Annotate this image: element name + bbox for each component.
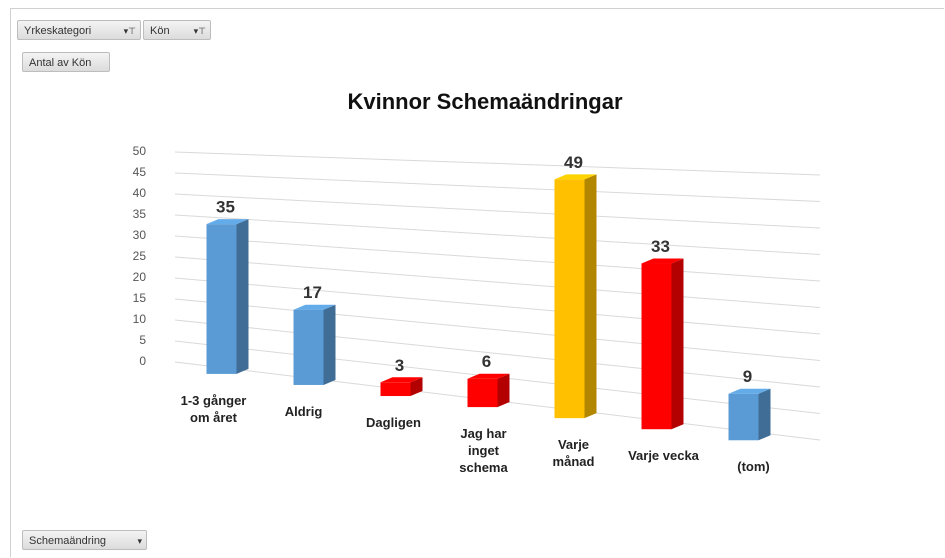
x-tick-label: 1-3 gånger om året bbox=[180, 392, 247, 425]
bar-top bbox=[467, 373, 510, 379]
bar-side bbox=[323, 304, 336, 385]
value-field-button[interactable]: Antal av Kön bbox=[22, 52, 110, 72]
axis-field-button[interactable]: Schemaändring ▾ bbox=[22, 530, 147, 550]
grid-line bbox=[174, 277, 821, 335]
y-tick-label: 15 bbox=[133, 291, 147, 305]
bar-top bbox=[293, 304, 336, 310]
bar-top bbox=[641, 258, 684, 264]
x-tick-label: Dagligen bbox=[366, 415, 421, 431]
bar bbox=[641, 263, 672, 430]
bar-side bbox=[497, 373, 510, 408]
filter-icon: ▾⊤ bbox=[193, 26, 206, 36]
y-tick-label: 20 bbox=[133, 270, 147, 284]
filter-label: Kön bbox=[150, 25, 170, 37]
grid-line bbox=[174, 172, 821, 202]
filter-button[interactable]: Yrkeskategori ▾⊤ bbox=[17, 20, 141, 40]
y-tick-label: 30 bbox=[133, 228, 147, 242]
y-tick-label: 35 bbox=[133, 207, 147, 221]
bar-side bbox=[236, 219, 249, 374]
x-tick-label: Aldrig bbox=[284, 403, 323, 419]
bar-side bbox=[410, 377, 423, 397]
grid-line bbox=[174, 319, 821, 388]
bar bbox=[380, 382, 411, 397]
bar-side bbox=[584, 174, 597, 419]
dropdown-icon: ▾ bbox=[137, 536, 142, 546]
y-tick-label: 0 bbox=[139, 354, 146, 368]
y-tick-label: 25 bbox=[133, 249, 147, 263]
grid-line bbox=[174, 256, 821, 308]
x-tick-label: Varje månad bbox=[552, 437, 595, 470]
bar-top bbox=[380, 377, 423, 383]
x-tick-label: Varje vecka bbox=[628, 448, 699, 464]
grid-line bbox=[174, 214, 821, 255]
filter-icon: ▾⊤ bbox=[123, 26, 136, 36]
data-label: 49 bbox=[564, 153, 583, 172]
y-tick-label: 40 bbox=[133, 186, 147, 200]
grid-line bbox=[174, 193, 821, 229]
data-label: 17 bbox=[303, 283, 322, 302]
data-label: 35 bbox=[216, 198, 235, 217]
bar bbox=[293, 309, 324, 385]
grid-line bbox=[174, 298, 821, 361]
chart-frame bbox=[10, 8, 944, 557]
y-tick-label: 5 bbox=[139, 333, 146, 347]
bar bbox=[206, 224, 237, 374]
bar-top bbox=[728, 388, 771, 394]
bar bbox=[554, 179, 585, 419]
data-label: 3 bbox=[395, 356, 404, 375]
bar bbox=[467, 378, 498, 408]
x-tick-label: Jag har inget schema bbox=[459, 426, 508, 476]
y-tick-label: 50 bbox=[133, 144, 147, 158]
chart-title: Kvinnor Schemaändringar bbox=[347, 89, 623, 114]
data-label: 9 bbox=[743, 367, 752, 386]
bar-side bbox=[671, 258, 684, 430]
filter-label: Yrkeskategori bbox=[24, 25, 92, 37]
bar bbox=[728, 393, 759, 441]
bar-top bbox=[206, 219, 249, 225]
axis-field-label: Schemaändring bbox=[29, 535, 107, 547]
filter-button[interactable]: Kön ▾⊤ bbox=[143, 20, 211, 40]
x-tick-label: (tom) bbox=[737, 459, 770, 475]
grid-line bbox=[174, 235, 821, 282]
grid-line bbox=[174, 151, 821, 176]
bar-side bbox=[758, 388, 771, 441]
y-tick-label: 45 bbox=[133, 165, 147, 179]
data-label: 6 bbox=[482, 352, 491, 371]
y-tick-label: 10 bbox=[133, 312, 147, 326]
data-label: 33 bbox=[651, 237, 670, 256]
value-field-label: Antal av Kön bbox=[29, 57, 92, 69]
bar-top bbox=[554, 174, 597, 180]
